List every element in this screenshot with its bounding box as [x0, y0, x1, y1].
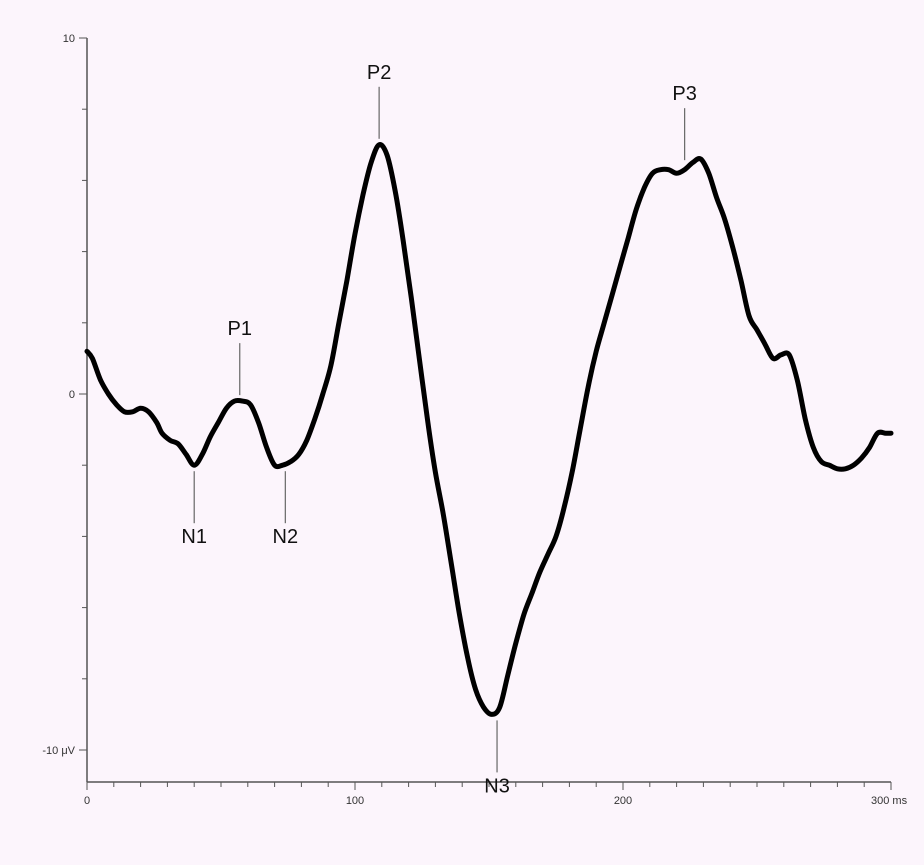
- peak-annotation-n3: N3: [484, 720, 510, 797]
- y-tick-label: -10 μV: [42, 745, 75, 757]
- peak-annotation-p2: P2: [367, 62, 391, 139]
- x-tick-label: 200: [614, 795, 632, 807]
- y-tick-labels: 10 0 -10 μV: [42, 33, 75, 757]
- y-tick-label: 0: [69, 389, 75, 401]
- peak-annotation-n2: N2: [273, 471, 299, 548]
- peak-annotation-p1: P1: [228, 318, 252, 396]
- series-layer: [84, 142, 894, 717]
- axes: [79, 37, 892, 790]
- peak-label: N2: [273, 526, 299, 548]
- peak-label: P3: [672, 83, 696, 105]
- peak-annotations: P1 P2 P3 N1 N2 N3: [181, 62, 696, 798]
- peak-label: P1: [228, 318, 252, 340]
- peak-label: N3: [484, 775, 510, 797]
- y-tick-label: 10: [63, 33, 75, 45]
- waveform-line: [84, 142, 894, 717]
- x-tick-label: 100: [346, 795, 364, 807]
- peak-label: N1: [181, 526, 207, 548]
- x-tick-label: 300 ms: [871, 795, 908, 807]
- peak-annotation-p3: P3: [672, 83, 697, 161]
- peak-label: P2: [367, 62, 391, 84]
- x-tick-label: 0: [84, 795, 90, 807]
- x-minor-ticks: [86, 782, 892, 790]
- peak-annotation-n1: N1: [181, 471, 207, 548]
- y-minor-ticks: [79, 37, 87, 751]
- x-tick-labels: 0 100 200 300 ms: [84, 795, 908, 807]
